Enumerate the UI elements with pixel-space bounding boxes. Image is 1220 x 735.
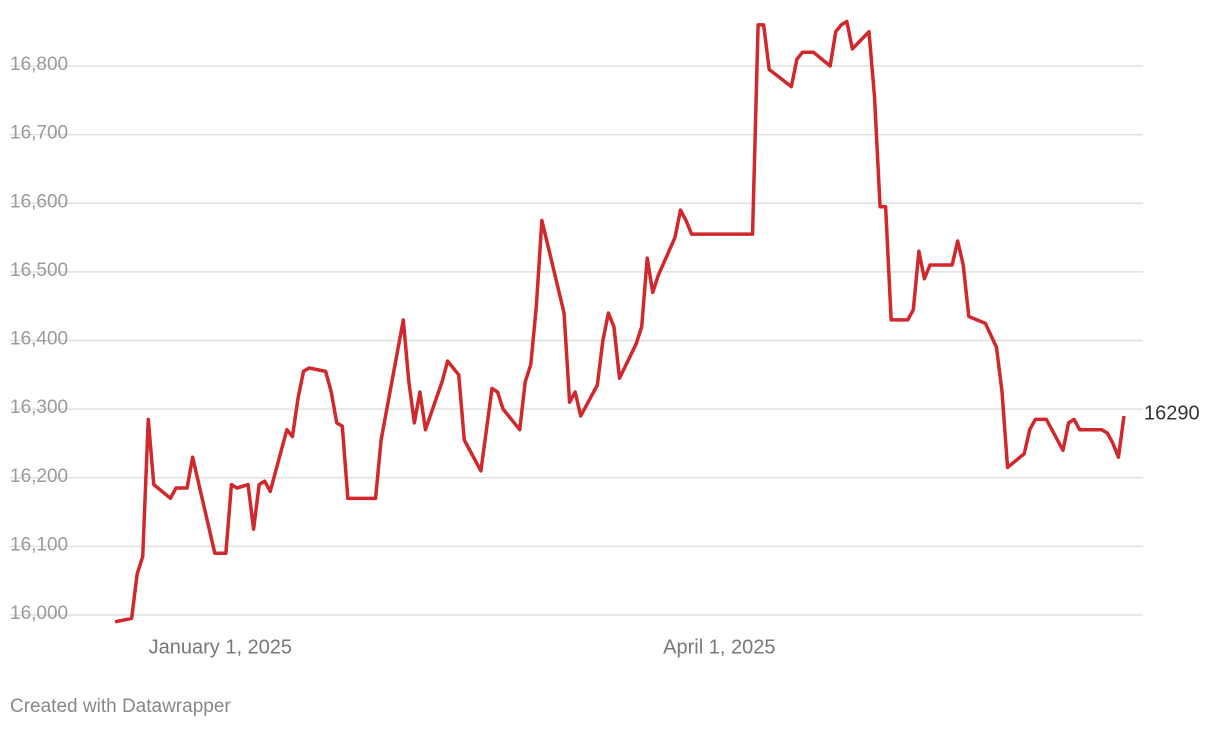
y-tick-label: 16,500	[10, 260, 68, 281]
end-label: 16290	[1144, 402, 1200, 424]
line	[114, 19, 1126, 624]
x-tick-label: January 1, 2025	[149, 636, 292, 658]
x-tick-label: April 1, 2025	[663, 636, 775, 658]
footer: Created with Datawrapper	[10, 696, 231, 717]
y-tick-label: 16,800	[10, 54, 68, 75]
y-tick-label: 16,100	[10, 534, 68, 555]
y-tick-label: 16,300	[10, 397, 68, 418]
y-tick-label: 16,700	[10, 123, 68, 144]
y-tick-label: 16,000	[10, 603, 68, 624]
y-tick-label: 16,400	[10, 329, 68, 350]
y-tick-label: 16,600	[10, 191, 68, 212]
y-tick-label: 16,200	[10, 466, 68, 487]
